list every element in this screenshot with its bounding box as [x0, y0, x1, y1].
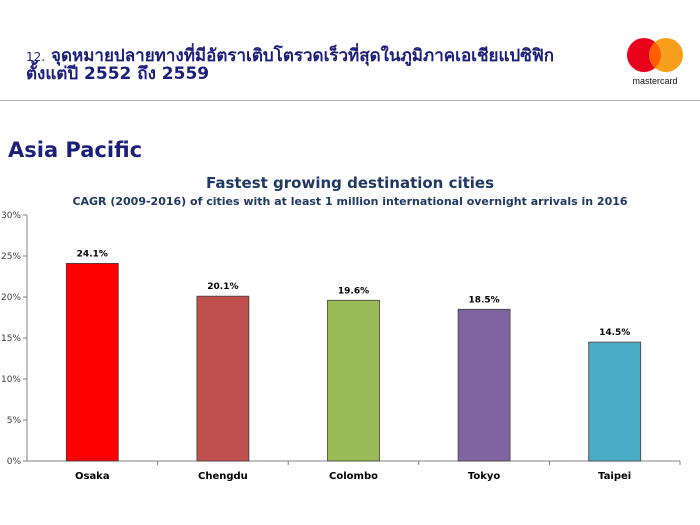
- slide-heading-line-2: ตั้งแต่ปี 2552 ถึง 2559: [26, 64, 210, 84]
- y-tick-label: 25%: [1, 252, 21, 262]
- logo-wordmark: mastercard: [632, 76, 678, 86]
- slide-heading-line-1: 12. จุดหมายปลายทางที่มีอัตราเติบโตรวดเร็…: [26, 42, 554, 69]
- category-label-osaka: Osaka: [75, 471, 110, 482]
- bar-chengdu: [196, 295, 250, 462]
- bar-colombo: [327, 299, 380, 462]
- y-tick-label: 15%: [1, 334, 21, 344]
- y-tick-label: 30%: [1, 211, 21, 221]
- data-label-osaka: 24.1%: [77, 249, 108, 259]
- region-label: Asia Pacific: [8, 138, 143, 162]
- data-label-tokyo: 18.5%: [468, 295, 499, 305]
- bar-taipei: [588, 341, 642, 462]
- category-label-colombo: Colombo: [329, 471, 378, 482]
- logo-overlap-icon: [649, 38, 683, 72]
- header-divider: [0, 100, 700, 101]
- slide-number: 12.: [26, 50, 46, 64]
- slide-header: 12. จุดหมายปลายทางที่มีอัตราเติบโตรวดเร็…: [0, 0, 700, 100]
- mastercard-logo: mastercard: [622, 38, 688, 92]
- bar-osaka: [65, 262, 119, 462]
- slide-heading-text: จุดหมายปลายทางที่มีอัตราเติบโตรวดเร็วที่…: [51, 46, 555, 66]
- y-tick-label: 10%: [1, 375, 21, 385]
- chart-title: Fastest growing destination cities: [205, 174, 495, 192]
- data-label-taipei: 14.5%: [599, 328, 630, 338]
- category-label-chengdu: Chengdu: [198, 471, 248, 482]
- chart-subtitle: CAGR (2009-2016) of cities with at least…: [72, 195, 628, 208]
- y-tick-label: 5%: [7, 416, 22, 426]
- data-label-chengdu: 20.1%: [207, 282, 238, 292]
- category-label-tokyo: Tokyo: [468, 471, 501, 482]
- y-tick-label: 20%: [1, 293, 21, 303]
- data-label-colombo: 19.6%: [338, 286, 369, 296]
- category-label-taipei: Taipei: [598, 471, 631, 482]
- bar-chart: 0% 5% 10% 15% 20% 25% 30% 24.1% Osaka 20.1% Chengd…: [1, 211, 681, 482]
- bar-tokyo: [457, 308, 511, 462]
- y-tick-label: 0%: [7, 457, 22, 467]
